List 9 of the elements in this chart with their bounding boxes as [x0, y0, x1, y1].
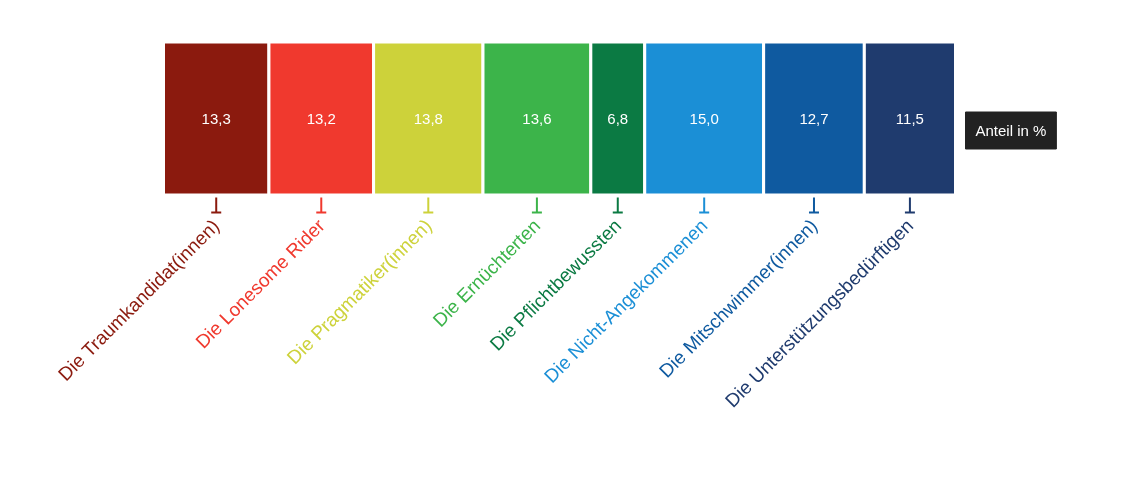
data-label: 13,2	[306, 109, 336, 127]
text: Anteil in %	[975, 122, 1047, 139]
data-label: 13,8	[413, 109, 443, 127]
data-label: 11,5	[895, 109, 924, 127]
data-label: 13,6	[522, 109, 552, 127]
data-label: 15,0	[689, 109, 719, 127]
data-label: 6,8	[607, 109, 629, 127]
data-label: 12,7	[799, 109, 829, 127]
data-label: 13,3	[201, 109, 231, 127]
